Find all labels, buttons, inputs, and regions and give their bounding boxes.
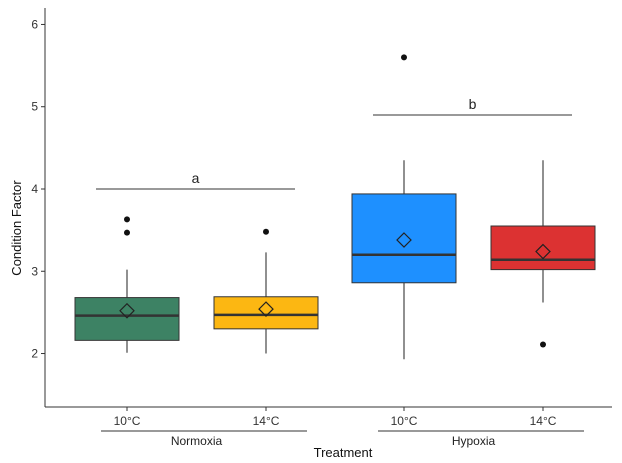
mean-marker [119, 302, 135, 319]
x-tick-label: 10°C [114, 414, 141, 428]
box-3 [351, 54, 457, 360]
box-2 [213, 228, 319, 354]
y-axis: 2 3 4 5 6 [31, 8, 46, 407]
mean-marker [396, 232, 412, 248]
y-tick-label: 2 [31, 347, 38, 361]
y-tick-label: 4 [31, 182, 38, 196]
y-tick-label: 3 [31, 264, 38, 278]
box-body [490, 225, 596, 271]
box-1 [74, 216, 180, 353]
significance-annotations: ab [96, 96, 572, 190]
outlier-point [124, 229, 130, 236]
x-axis: 10°C 14°C 10°C 14°C Normoxia Hypoxia [45, 406, 612, 448]
group-label: Hypoxia [452, 434, 496, 448]
y-tick-label: 5 [31, 100, 38, 114]
significance-label: a [192, 170, 200, 186]
box-body [74, 297, 180, 341]
x-tick-label: 10°C [391, 414, 418, 428]
x-tick-label: 14°C [530, 414, 557, 428]
mean-marker [258, 301, 274, 317]
x-axis-title: Treatment [314, 445, 373, 460]
outlier-point [540, 341, 546, 348]
group-label: Normoxia [171, 434, 223, 448]
box-body [351, 193, 457, 284]
boxes [74, 54, 596, 360]
outlier-point [401, 54, 407, 61]
mean-marker [535, 243, 551, 260]
significance-label: b [469, 96, 477, 112]
y-tick-label: 6 [31, 17, 38, 31]
outlier-point [263, 228, 269, 235]
x-tick-label: 14°C [253, 414, 280, 428]
outlier-point [124, 216, 130, 223]
box-4 [490, 160, 596, 348]
y-axis-title: Condition Factor [9, 180, 24, 276]
